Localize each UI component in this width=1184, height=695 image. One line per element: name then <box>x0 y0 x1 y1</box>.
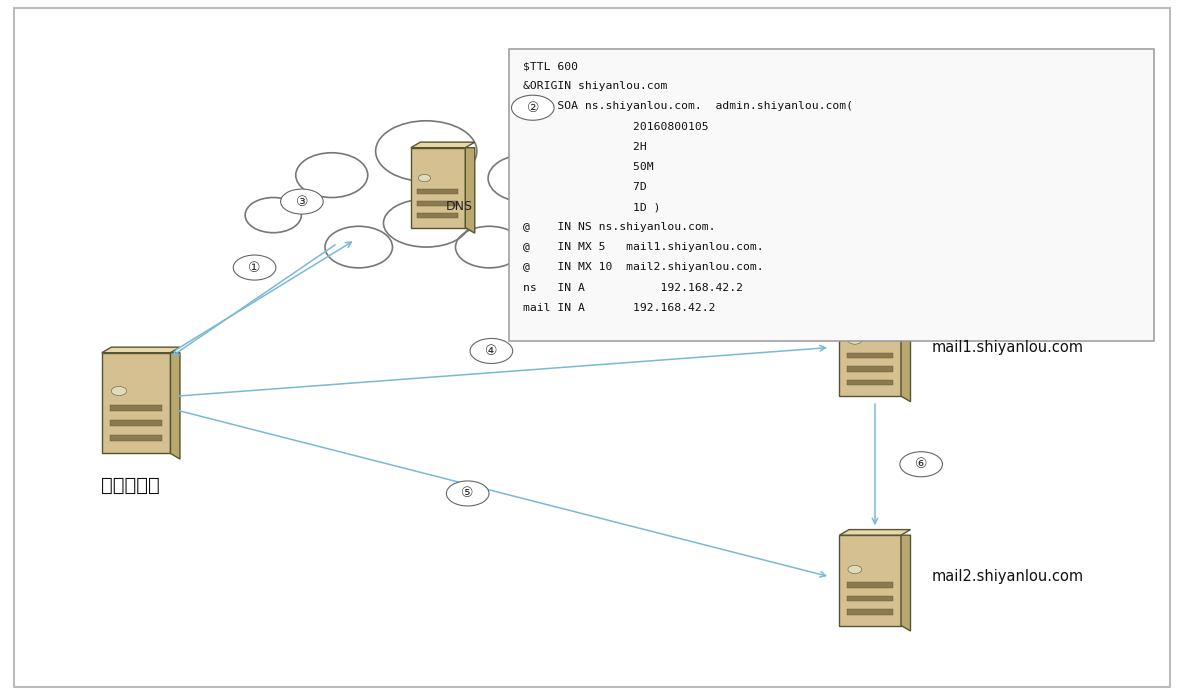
Text: DNS: DNS <box>446 200 472 213</box>
Ellipse shape <box>324 227 393 268</box>
FancyBboxPatch shape <box>847 366 893 372</box>
Text: mail1.shiyanlou.com: mail1.shiyanlou.com <box>932 340 1083 355</box>
Circle shape <box>511 95 554 120</box>
FancyBboxPatch shape <box>110 420 161 426</box>
FancyBboxPatch shape <box>411 148 465 228</box>
FancyBboxPatch shape <box>847 380 893 385</box>
Text: @    IN NS ns.shiyanlou.com.: @ IN NS ns.shiyanlou.com. <box>523 222 716 232</box>
Circle shape <box>281 189 323 214</box>
Text: 1D ): 1D ) <box>523 202 661 212</box>
FancyBboxPatch shape <box>418 213 458 218</box>
Circle shape <box>446 481 489 506</box>
Text: ②: ② <box>527 101 539 115</box>
Circle shape <box>418 174 431 181</box>
FancyBboxPatch shape <box>839 306 901 396</box>
Circle shape <box>900 452 942 477</box>
FancyBboxPatch shape <box>847 582 893 587</box>
FancyBboxPatch shape <box>839 535 901 626</box>
Text: 20160800105: 20160800105 <box>523 122 709 131</box>
Text: 2H: 2H <box>523 142 648 152</box>
FancyBboxPatch shape <box>847 596 893 601</box>
FancyBboxPatch shape <box>418 189 458 194</box>
Polygon shape <box>102 348 180 352</box>
FancyBboxPatch shape <box>110 405 161 411</box>
Ellipse shape <box>552 188 616 227</box>
Polygon shape <box>839 300 910 306</box>
Polygon shape <box>411 142 475 148</box>
Text: &ORIGIN shiyanlou.com: &ORIGIN shiyanlou.com <box>523 81 668 91</box>
Ellipse shape <box>245 197 302 233</box>
Polygon shape <box>839 530 910 535</box>
Text: ①: ① <box>249 261 260 275</box>
Text: ⑤: ⑤ <box>462 486 474 500</box>
Circle shape <box>848 336 862 344</box>
Text: ④: ④ <box>485 344 497 358</box>
Ellipse shape <box>488 154 567 202</box>
Ellipse shape <box>384 199 469 247</box>
Polygon shape <box>465 148 475 234</box>
Circle shape <box>111 386 127 395</box>
FancyBboxPatch shape <box>847 610 893 614</box>
Text: 7D: 7D <box>523 182 648 192</box>
Circle shape <box>848 566 862 573</box>
Text: @    IN MX 10  mail2.shiyanlou.com.: @ IN MX 10 mail2.shiyanlou.com. <box>523 263 764 272</box>
Ellipse shape <box>375 121 477 181</box>
Text: @ IN SOA ns.shiyanlou.com.  admin.shiyanlou.com(: @ IN SOA ns.shiyanlou.com. admin.shiyanl… <box>523 101 854 111</box>
Ellipse shape <box>456 227 523 268</box>
Text: mail2.shiyanlou.com: mail2.shiyanlou.com <box>932 569 1083 584</box>
FancyBboxPatch shape <box>418 202 458 206</box>
Text: ns   IN A           192.168.42.2: ns IN A 192.168.42.2 <box>523 283 744 293</box>
Polygon shape <box>901 306 910 402</box>
Circle shape <box>233 255 276 280</box>
Text: ⑥: ⑥ <box>915 457 927 471</box>
FancyBboxPatch shape <box>847 353 893 358</box>
Polygon shape <box>901 535 910 631</box>
FancyBboxPatch shape <box>110 435 161 441</box>
Text: $TTL 600: $TTL 600 <box>523 61 578 71</box>
Text: @    IN MX 5   mail1.shiyanlou.com.: @ IN MX 5 mail1.shiyanlou.com. <box>523 243 764 252</box>
FancyBboxPatch shape <box>102 353 170 454</box>
Text: 50M: 50M <box>523 162 654 172</box>
Text: ③: ③ <box>296 195 308 208</box>
Circle shape <box>470 338 513 363</box>
Text: 邮件发送方: 邮件发送方 <box>101 476 160 495</box>
Polygon shape <box>170 352 180 459</box>
Text: mail IN A       192.168.42.2: mail IN A 192.168.42.2 <box>523 303 716 313</box>
FancyBboxPatch shape <box>509 49 1154 341</box>
Ellipse shape <box>296 153 368 197</box>
